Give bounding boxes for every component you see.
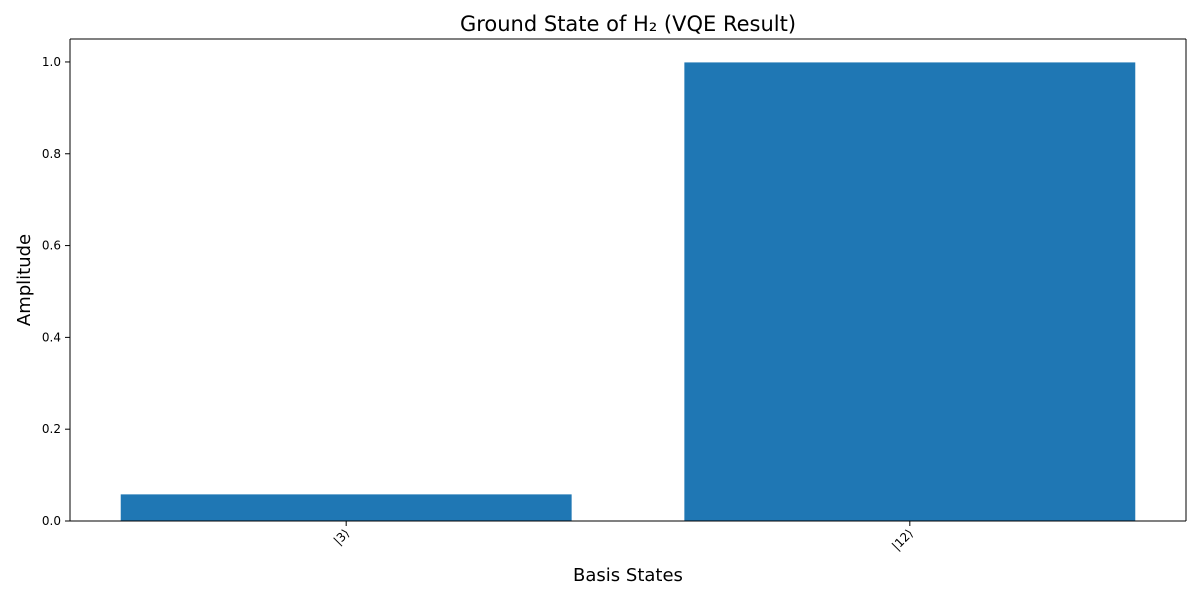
x-axis-ticks: |3⟩ |12⟩ — [331, 521, 916, 553]
y-tick-label: 0.6 — [42, 239, 61, 253]
plot-area: 0.0 0.2 0.4 0.6 0.8 1.0 |3⟩ |12⟩ — [42, 38, 1187, 553]
x-axis-label: Basis States — [573, 565, 683, 586]
y-axis-ticks: 0.0 0.2 0.4 0.6 0.8 1.0 — [42, 55, 70, 528]
x-tick-label: |12⟩ — [889, 526, 916, 553]
chart-title: Ground State of H₂ (VQE Result) — [460, 12, 796, 36]
y-axis-label: Amplitude — [14, 234, 35, 326]
y-tick-label: 1.0 — [42, 55, 61, 69]
bar-1 — [684, 62, 1136, 521]
y-tick-label: 0.0 — [42, 514, 61, 528]
y-tick-label: 0.4 — [42, 330, 61, 344]
bar-0 — [120, 494, 572, 521]
y-tick-label: 0.2 — [42, 422, 61, 436]
bars-layer — [120, 62, 1136, 521]
axes-frame — [69, 38, 1187, 522]
y-tick-label: 0.8 — [42, 147, 61, 161]
x-tick-label: |3⟩ — [331, 526, 352, 547]
